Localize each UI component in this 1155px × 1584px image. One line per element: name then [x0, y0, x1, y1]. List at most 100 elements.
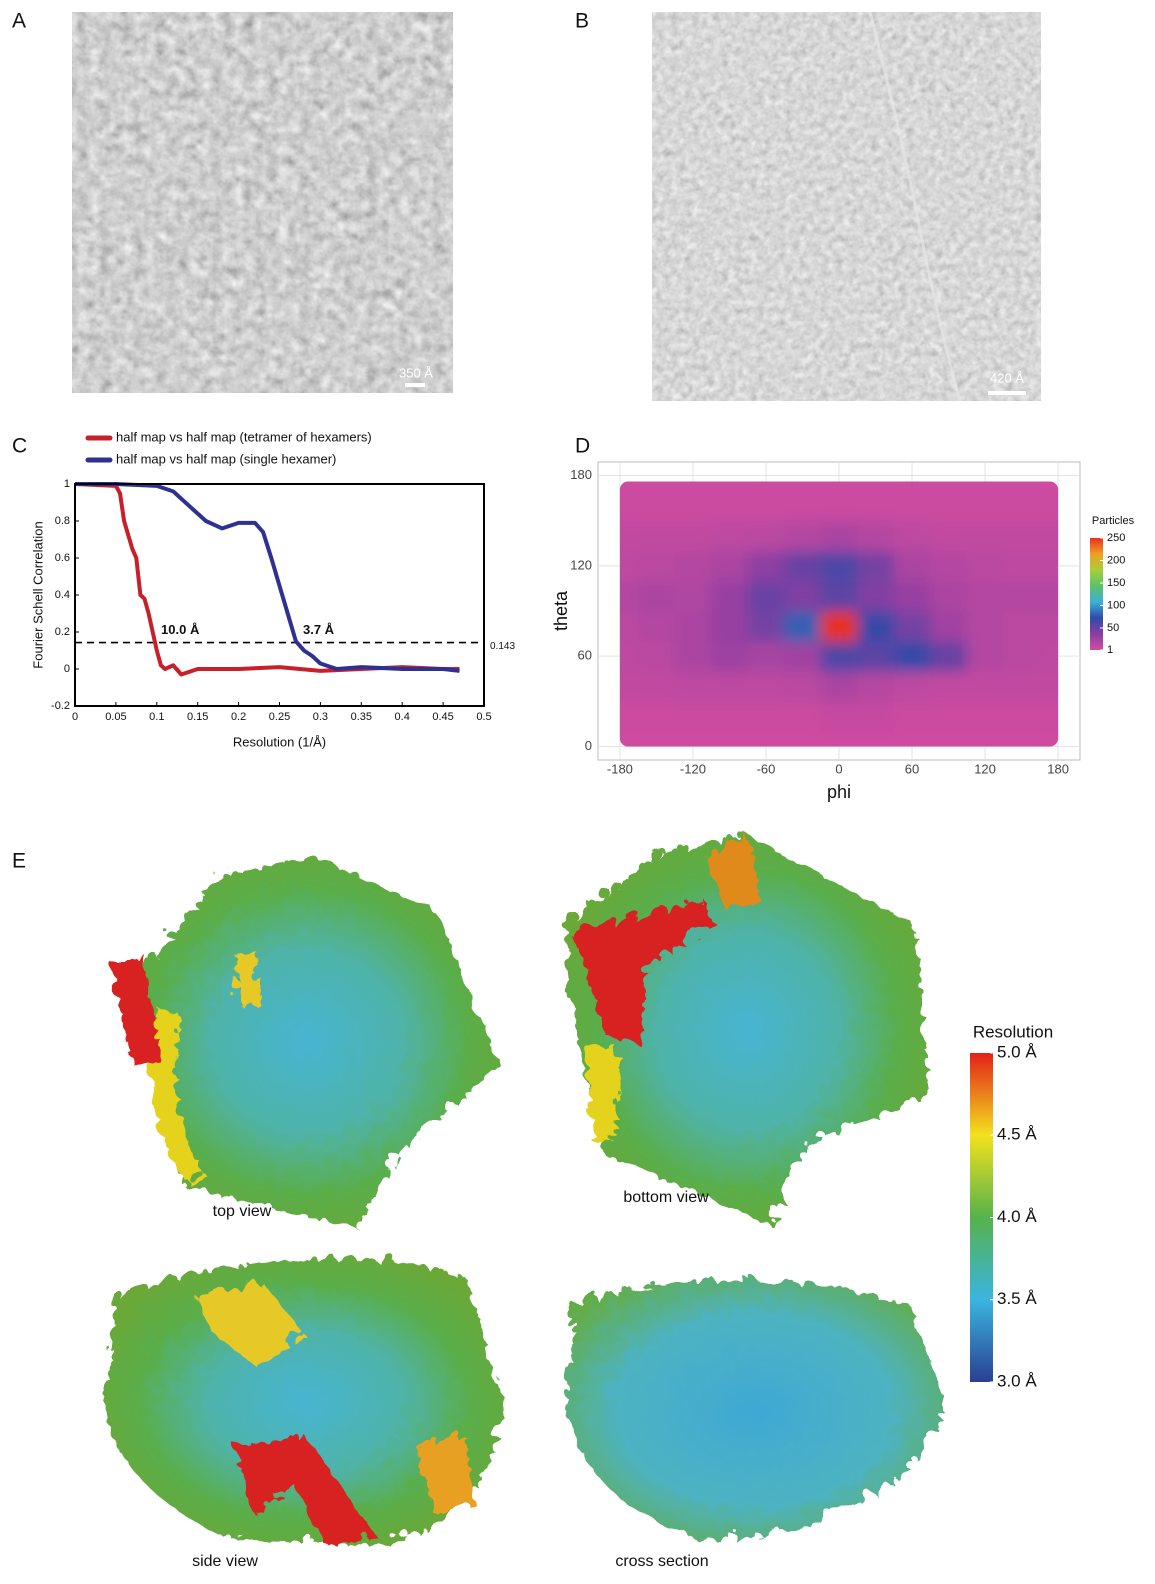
- colorbar-title: Resolution: [973, 1022, 1053, 1041]
- density-cell: [893, 550, 931, 582]
- density-cell: [1039, 490, 1059, 522]
- density-cell: [711, 731, 749, 747]
- density-cell: [1039, 520, 1059, 552]
- colorbar-tick-label: 4.5 Å: [997, 1125, 1037, 1144]
- colorbar-tick-label: 1: [1107, 644, 1113, 656]
- x-tick-label: 0.5: [476, 711, 491, 723]
- density-cell: [674, 641, 712, 672]
- colorbar-tick-label: 150: [1107, 577, 1125, 589]
- density-cell: [966, 580, 1004, 612]
- y-tick-label: 0: [585, 738, 592, 753]
- legend-label: half map vs half map (tetramer of hexame…: [116, 429, 372, 444]
- density-cell: [930, 701, 968, 732]
- density-cell: [1039, 481, 1059, 492]
- density-cell: [638, 701, 676, 732]
- map-accent: [230, 945, 255, 1000]
- density-cell: [1003, 701, 1041, 732]
- colorbar: [970, 1053, 993, 1382]
- x-tick-label: 0.45: [432, 711, 453, 723]
- x-tick-label: 180: [1047, 761, 1069, 776]
- density-cell: [893, 731, 931, 747]
- x-tick-label: 0.25: [269, 711, 290, 723]
- x-axis-label: phi: [827, 782, 851, 802]
- density-cell: [784, 520, 822, 552]
- y-tick-label: 0.4: [55, 589, 70, 601]
- density-cell: [711, 671, 749, 702]
- x-tick-label: 0.1: [149, 711, 164, 723]
- density-cell: [1039, 580, 1059, 612]
- map-accent: [565, 895, 710, 1040]
- x-tick-label: 60: [905, 761, 919, 776]
- density-cell: [893, 580, 931, 612]
- map-accent: [190, 1280, 300, 1360]
- density-cell: [711, 520, 749, 552]
- colorbar-tick-label: 3.5 Å: [997, 1289, 1037, 1308]
- density-cell: [619, 580, 639, 612]
- density-cell: [1003, 520, 1041, 552]
- scale-bar-label: 420 Å: [990, 370, 1024, 385]
- density-cell: [930, 611, 968, 642]
- density-cell: [619, 550, 639, 582]
- density-cell: [857, 671, 895, 702]
- panel-label: E: [12, 850, 26, 873]
- map-top-view: [112, 852, 495, 1222]
- density-cell: [619, 701, 639, 732]
- density-cell: [711, 611, 749, 642]
- map-accent: [108, 950, 155, 1062]
- density-cell: [966, 611, 1004, 642]
- x-tick-label: 0.05: [105, 711, 126, 723]
- density-cell: [1003, 641, 1041, 672]
- density-cell: [784, 611, 822, 642]
- density-cell: [857, 481, 895, 492]
- density-cell: [820, 580, 858, 612]
- colorbar-tick-label: 250: [1107, 532, 1125, 544]
- density-cell: [619, 520, 639, 552]
- annotation: 10.0 Å: [161, 622, 200, 637]
- density-cell: [619, 481, 639, 492]
- density-cell: [930, 550, 968, 582]
- density-cell: [638, 641, 676, 672]
- density-cell: [638, 731, 676, 747]
- x-tick-label: 0.4: [395, 711, 410, 723]
- density-cell: [619, 641, 639, 672]
- density-cell: [1039, 701, 1059, 732]
- density-cell: [784, 481, 822, 492]
- density-cell: [966, 671, 1004, 702]
- density-cell: [820, 490, 858, 522]
- x-axis-label: Resolution (1/Å): [233, 734, 326, 749]
- y-tick-label: -0.2: [51, 700, 70, 712]
- density-cell: [857, 701, 895, 732]
- x-tick-label: 0.3: [313, 711, 328, 723]
- density-cell: [711, 550, 749, 582]
- colorbar-tick-label: 200: [1107, 554, 1125, 566]
- density-cell: [674, 671, 712, 702]
- density-cell: [930, 490, 968, 522]
- micrograph: [72, 12, 453, 393]
- x-tick-label: 120: [974, 761, 996, 776]
- y-axis-label: Fourier Schell Correlation: [30, 521, 45, 668]
- density-cell: [638, 580, 676, 612]
- y-tick-label: 180: [570, 467, 592, 482]
- density-cell: [784, 641, 822, 672]
- map-accent: [700, 832, 755, 905]
- density-cell: [966, 731, 1004, 747]
- density-cell: [820, 520, 858, 552]
- density-cell: [711, 481, 749, 492]
- colorbar-tick-label: 50: [1107, 622, 1119, 634]
- density-cell: [857, 611, 895, 642]
- density-cell: [674, 611, 712, 642]
- x-tick-label: 0: [835, 761, 842, 776]
- density-cell: [930, 731, 968, 747]
- density-cell: [747, 671, 785, 702]
- density-cell: [930, 580, 968, 612]
- panel-label: D: [575, 435, 590, 458]
- x-tick-label: -120: [680, 761, 706, 776]
- density-cell: [619, 731, 639, 747]
- colorbar-tick-label: 4.0 Å: [997, 1207, 1037, 1226]
- density-cell: [619, 490, 639, 522]
- scale-bar-label: 350 Å: [399, 365, 433, 380]
- density-cell: [893, 520, 931, 552]
- density-cell: [893, 641, 931, 672]
- y-tick-label: 60: [578, 648, 592, 663]
